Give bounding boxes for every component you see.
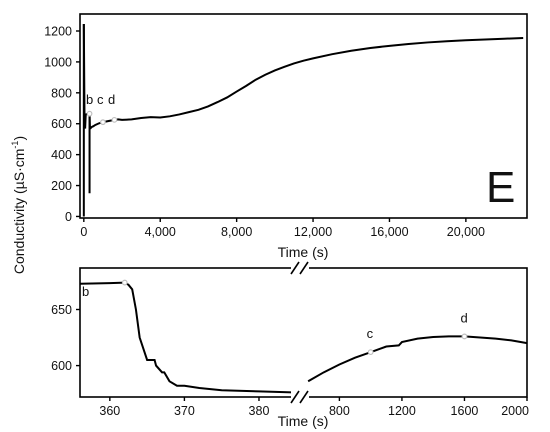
- top-x-tick-label: 4,000: [145, 225, 176, 239]
- top-y-tick-label: 1200: [44, 25, 72, 39]
- bottom-x-tick-label: 1200: [388, 404, 416, 418]
- bottom-series-line-segment-2: [307, 335, 528, 383]
- top-plot-frame: [79, 13, 528, 219]
- bottom-x-axis-title: Time (s): [278, 413, 329, 429]
- bottom-x-tick-label: 380: [249, 404, 270, 418]
- top-annotation-d: d: [108, 92, 115, 107]
- axis-break-top: [290, 260, 309, 276]
- panel-label: E: [486, 163, 515, 212]
- top-x-tick-label: 8,000: [221, 225, 252, 239]
- bottom-marker-b: [121, 279, 128, 286]
- bottom-marker-d: [461, 333, 468, 340]
- bottom-x-ticks: 360 370 380 800 1200 1600 2000: [99, 397, 529, 418]
- bottom-x-tick-label: 800: [329, 404, 350, 418]
- top-x-tick-label: 20,000: [447, 225, 485, 239]
- bottom-x-tick-label: 2000: [501, 404, 529, 418]
- top-x-tick-label: 12,000: [294, 225, 332, 239]
- top-x-axis-title: Time (s): [278, 244, 329, 260]
- top-y-ticks: 0 200 400 600 800 1000 1200: [44, 25, 80, 224]
- bottom-x-tick-label: 1600: [451, 404, 479, 418]
- top-y-tick-label: 200: [51, 179, 72, 193]
- top-annotation-b: b: [86, 92, 93, 107]
- axis-break-bottom: [290, 389, 309, 405]
- top-x-tick-label: 0: [80, 225, 87, 239]
- bottom-panel: 600 650 360 370 380 800 1200 1600 2000 b c d Time…: [51, 260, 529, 429]
- bottom-marker-c: [367, 349, 374, 356]
- bottom-annotation-c: c: [367, 326, 374, 341]
- bottom-series-line-segment-1: [79, 281, 297, 394]
- bottom-plot-frame: [79, 267, 528, 398]
- bottom-y-tick-label: 650: [51, 303, 72, 317]
- top-y-tick-label: 600: [51, 117, 72, 131]
- top-annotation-c: c: [97, 92, 104, 107]
- top-series-line: [82, 24, 524, 130]
- bottom-x-tick-label: 370: [174, 404, 195, 418]
- bottom-y-tick-label: 600: [51, 359, 72, 373]
- top-panel: 0 200 400 600 800 1000 1200 0 4,000 8,000 12,000 1…: [44, 13, 528, 260]
- bottom-x-tick-label: 360: [99, 404, 120, 418]
- bottom-markers: b c d: [82, 279, 468, 356]
- top-y-tick-label: 800: [51, 86, 72, 100]
- bottom-annotation-d: d: [460, 310, 467, 325]
- top-x-ticks: 0 4,000 8,000 12,000 16,000 20,000: [80, 218, 485, 239]
- bottom-annotation-b: b: [82, 284, 89, 299]
- top-x-tick-label: 16,000: [370, 225, 408, 239]
- top-y-tick-label: 0: [65, 210, 72, 224]
- top-y-tick-label: 1000: [44, 55, 72, 69]
- top-y-tick-label: 400: [51, 148, 72, 162]
- top-marker-d: [111, 116, 118, 123]
- bottom-y-ticks: 600 650: [51, 303, 80, 373]
- y-axis-title: Conductivity (µS·cm-1): [10, 136, 27, 274]
- top-marker-c: [100, 119, 106, 126]
- top-marker-b: [86, 110, 93, 117]
